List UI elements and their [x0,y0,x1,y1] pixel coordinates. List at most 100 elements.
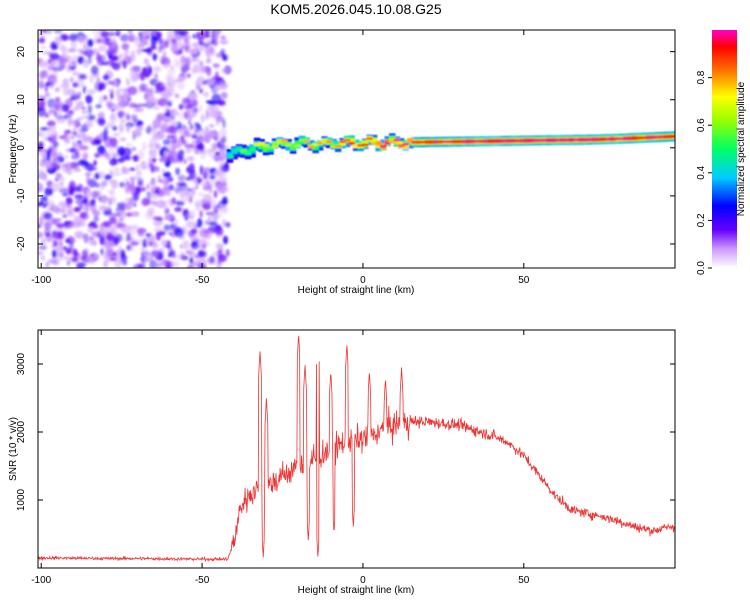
x-tick-label: 0 [360,275,366,286]
noise-blob [46,127,56,138]
noise-blob [87,227,94,233]
noise-blob [109,146,115,155]
noise-blob [171,145,176,154]
signal-track-segment [465,140,472,143]
noise-blob [59,135,66,139]
noise-blob [219,82,228,90]
noise-blob [135,163,140,174]
noise-blob [99,235,106,246]
noise-blob [67,119,75,124]
noise-blob [45,30,53,35]
noise-blob [111,55,120,61]
noise-blob [161,168,166,174]
noise-blob [191,42,199,47]
noise-blob [52,239,59,246]
noise-blob [82,59,89,69]
noise-blob [97,117,101,124]
noise-blob [195,184,199,190]
noise-blob [47,181,52,189]
signal-track-segment [321,140,328,143]
noise-blob [177,149,185,155]
noise-blob [221,186,230,193]
noise-blob [166,125,176,135]
noise-blob [220,136,225,146]
noise-blob [115,260,124,265]
noise-blob [66,66,70,73]
noise-blob [113,167,121,173]
noise-blob [75,221,79,227]
noise-blob [196,85,201,91]
noise-blob [164,206,170,217]
noise-blob [59,34,69,41]
noise-blob [156,31,162,39]
noise-blob [195,124,202,133]
chart-title: KOM5.2026.045.10.08.G25 [270,1,441,17]
noise-blob [64,221,72,225]
signal-track-segment [546,139,554,142]
noise-blob [109,217,117,225]
noise-blob [159,262,169,267]
noise-blob [206,66,212,77]
noise-blob [125,143,133,147]
noise-blob [77,143,84,148]
signal-track-segment [361,143,369,147]
noise-blob [153,219,163,227]
noise-blob [208,124,215,128]
noise-blob [146,183,150,190]
noise-blob [55,245,63,255]
noise-blob [175,200,185,206]
noise-blob [47,98,56,109]
signal-track-segment [447,140,454,143]
noise-blob [194,199,205,207]
signal-track-segment [654,135,662,139]
noise-blob [177,82,186,91]
noise-blob [54,58,61,68]
signal-track-segment [280,139,288,143]
noise-blob [77,56,85,65]
noise-blob [132,134,136,141]
noise-blob [38,37,46,44]
noise-blob [126,114,131,121]
noise-blob [87,104,92,115]
signal-track-segment [420,140,427,144]
noise-blob [207,257,216,265]
colorbar-tick-label: 0.4 [696,165,707,179]
noise-blob [108,195,117,205]
noise-blob [140,198,148,207]
noise-blob [63,82,70,89]
noise-blob [109,158,118,166]
noise-blob [165,261,172,268]
signal-track-segment [253,142,261,146]
colorbar-gradient [712,30,737,268]
noise-blob [80,128,86,132]
signal-track-segment [591,138,599,141]
noise-blob [196,218,203,229]
signal-track-segment [258,142,265,146]
noise-blob [125,198,130,203]
noise-blob [38,94,42,100]
noise-blob [194,46,200,50]
signal-track-segment [285,143,292,147]
signal-track-segment [632,136,639,140]
noise-blob [128,241,135,249]
noise-blob [65,197,73,205]
y-tick-label: 1000 [16,488,27,511]
noise-blob [173,30,182,34]
noise-blob [85,189,93,199]
noise-blob [90,139,98,146]
noise-blob [68,48,76,53]
noise-blob [92,209,101,217]
noise-blob [135,186,142,194]
noise-blob [149,181,157,191]
noise-blob [199,165,204,176]
noise-blob [162,63,171,69]
noise-blob [203,229,210,235]
noise-blob [51,43,58,50]
noise-blob [175,35,183,42]
noise-blob [156,113,165,122]
noise-blob [213,190,218,199]
noise-blob [197,65,206,74]
noise-blob [224,161,229,168]
noise-blob [197,192,205,197]
